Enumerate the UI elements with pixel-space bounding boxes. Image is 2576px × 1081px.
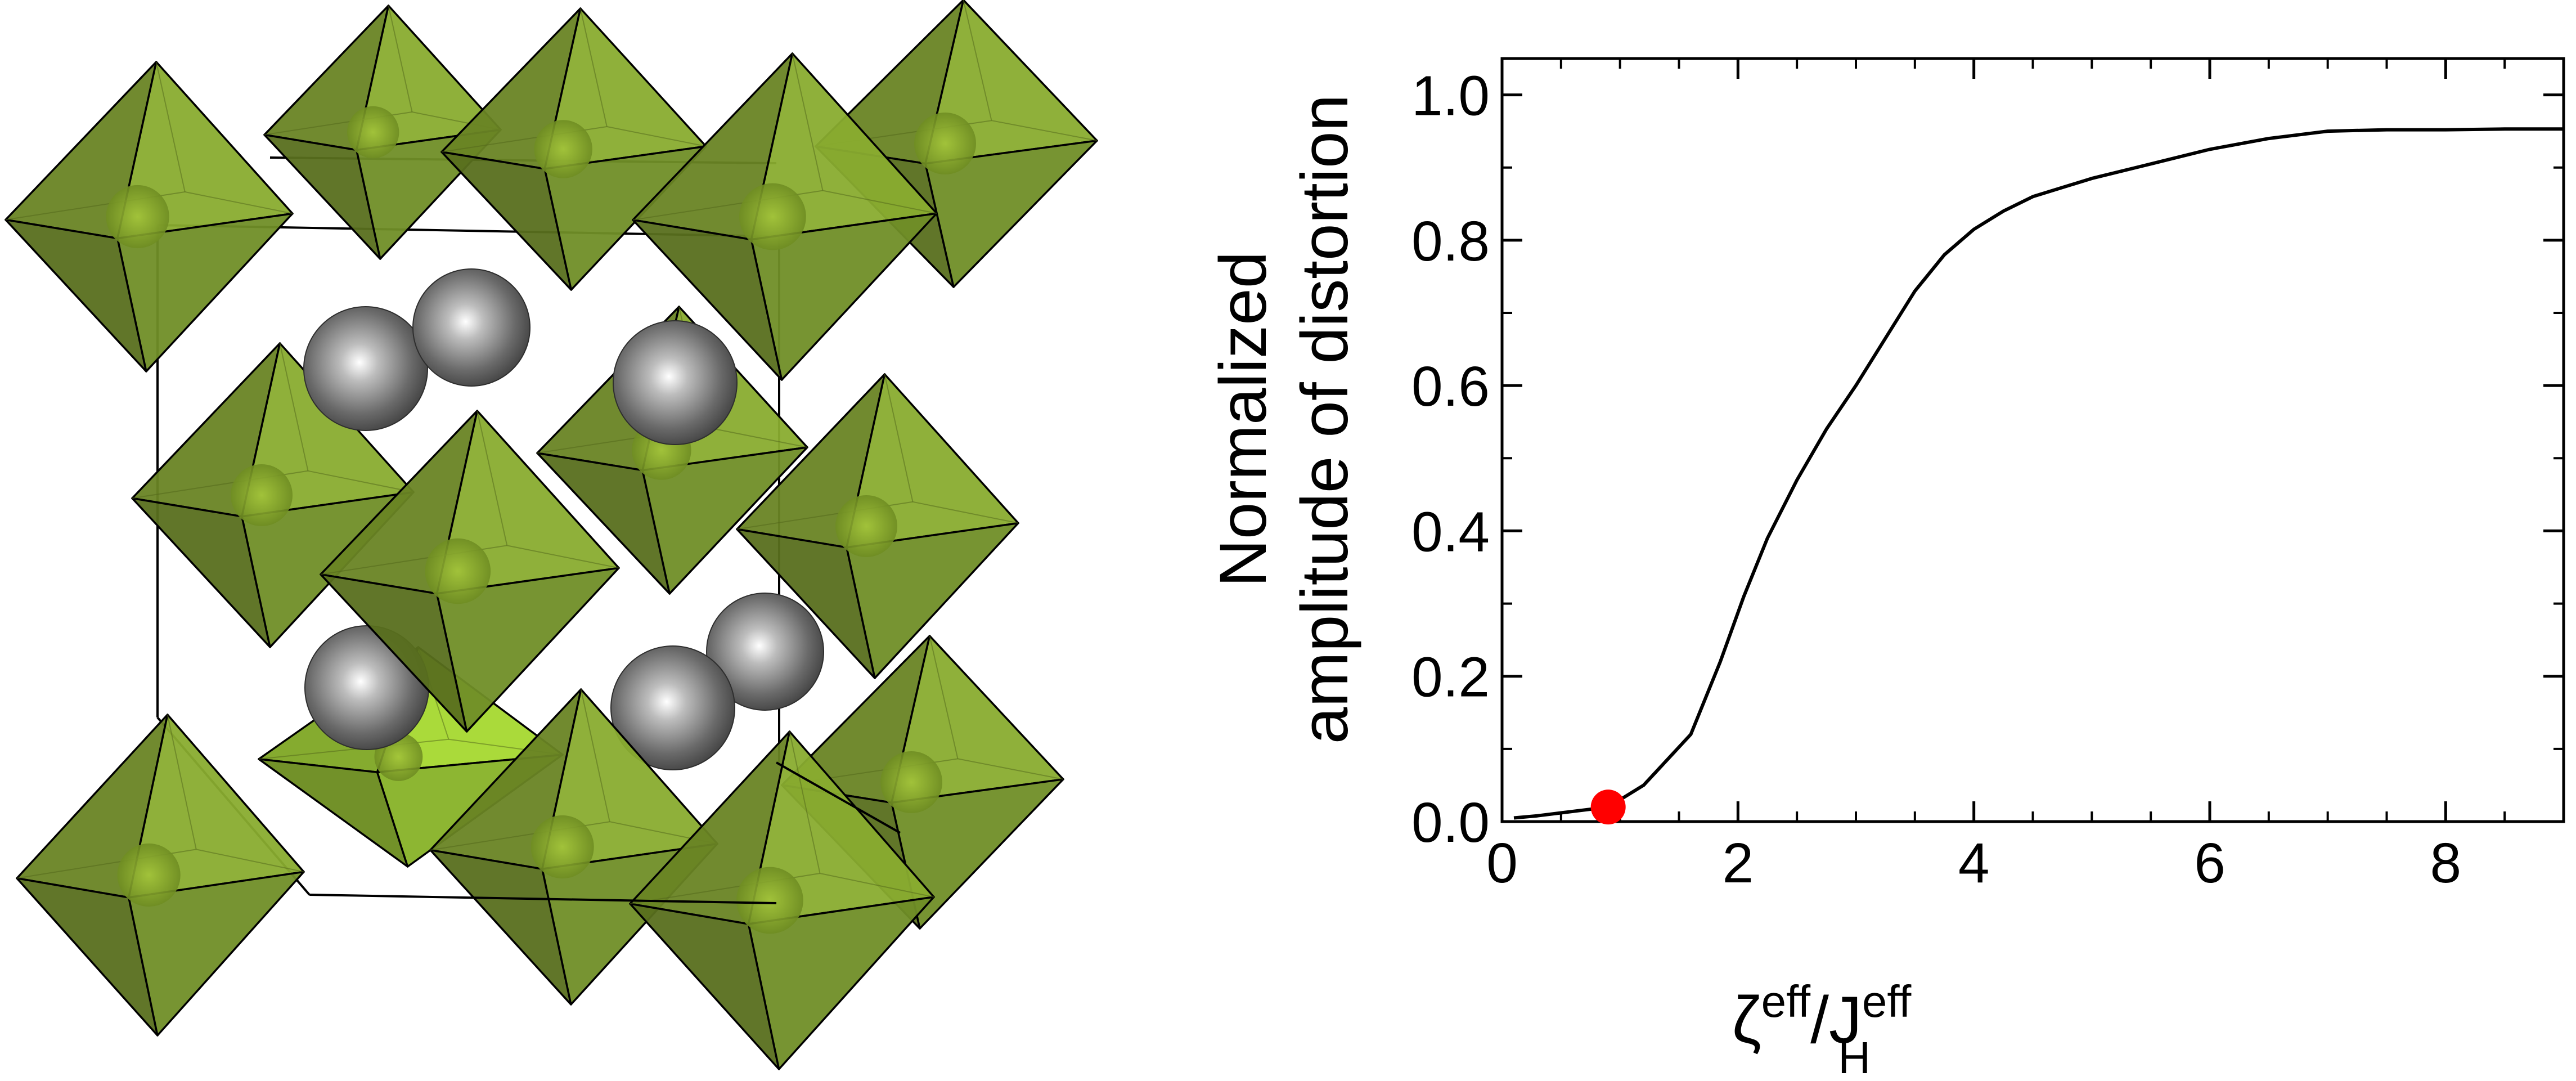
chart-series [1513,127,2564,820]
x-axis-title: ζeff/Jeff H [1732,976,1912,1081]
atom-sphere [610,645,735,770]
y-tick-label: 0.0 [1411,791,1490,854]
x-tick-label: 0 [1486,832,1518,895]
chart-axes [1500,57,2565,823]
x-axis-title-slash: /J [1810,983,1862,1057]
distortion-chart: 0 2 4 6 8 0.0 0.2 0.4 0.6 0.8 1.0 Normalized ampli… [1206,57,2565,1081]
octahedron [320,410,620,733]
x-tick-label: 8 [2430,832,2462,895]
octahedron [5,61,294,373]
chart-ticks: 0 2 4 6 8 0.0 0.2 0.4 0.6 0.8 1.0 [1411,59,2565,895]
x-axis-title-sup1: eff [1761,976,1811,1026]
highlight-point [1590,790,1626,825]
crystal-structure-illustration [5,0,1098,1070]
y-tick-label: 0.4 [1411,500,1490,563]
y-axis-title-line1: Normalized [1206,252,1280,587]
octahedron [632,52,938,381]
atom-sphere [303,306,428,431]
octahedron [629,730,935,1070]
plot-frame [1500,57,2565,823]
octahedron [440,7,707,291]
x-axis-title-sup2: eff [1862,976,1912,1026]
y-tick-label: 0.2 [1411,646,1490,709]
x-tick-label: 2 [1723,832,1754,895]
x-axis-title-zeta: ζ [1732,983,1761,1057]
chart-marker [1590,790,1626,825]
y-axis-title-line2: amplitude of distortion [1288,95,1362,744]
x-tick-label: 4 [1958,832,1990,895]
octahedron [815,0,1098,288]
x-axis-title-sub2: H [1838,1033,1871,1081]
series-line-0 [1513,127,2564,820]
atom-sphere [706,593,824,711]
y-tick-label: 1.0 [1411,65,1490,128]
cell-edge [776,761,901,834]
octahedron [16,714,305,1037]
atom-sphere [412,268,531,387]
octahedron [736,373,1019,679]
cell-edge [309,894,777,904]
x-tick-label: 6 [2194,832,2226,895]
y-tick-label: 0.8 [1411,210,1490,273]
y-tick-label: 0.6 [1411,355,1490,418]
atom-sphere [613,320,738,445]
